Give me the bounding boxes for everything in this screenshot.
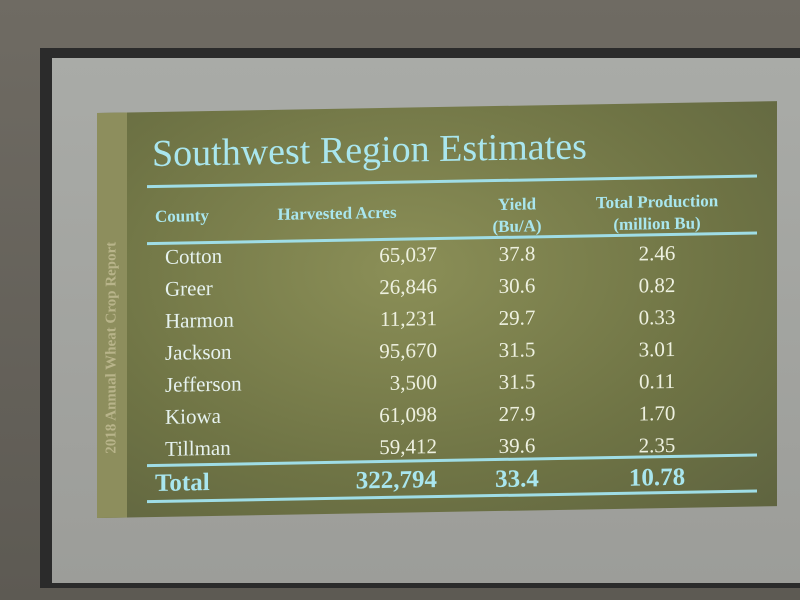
table-value: 3,500 [389,369,437,395]
header-line: County [155,206,209,226]
total-label: Total [155,469,210,497]
table-value: 59,412 [379,433,437,459]
header-line: (million Bu) [613,213,701,234]
table-value: 0.11 [639,368,675,394]
table-value: 0.33 [638,304,676,330]
slide: 2018 Annual Wheat Crop Report Southwest … [97,101,777,518]
table-value: 1.70 [638,400,676,426]
table-value: 0.82 [638,272,676,298]
total-value: 10.78 [628,463,686,492]
side-label: 2018 Annual Wheat Crop Report [103,241,120,454]
table-value: 2.46 [638,240,676,266]
county-name: Tillman [165,435,231,461]
header-rule [147,174,757,189]
county-name: Jackson [165,339,232,365]
county-name: Harmon [165,307,234,333]
side-bar: 2018 Annual Wheat Crop Report [97,112,127,518]
table-value: 2.35 [638,432,676,458]
slide-title: Southwest Region Estimates [152,125,587,176]
table-value: 95,670 [379,337,437,363]
table-value: 26,846 [379,273,437,299]
county-name: Kiowa [165,403,221,429]
table-value: 3.01 [638,336,676,362]
county-name: Jefferson [165,371,242,397]
county-name: Greer [165,275,213,301]
county-name: Cotton [165,243,223,269]
table-value: 65,037 [379,241,437,267]
column-header: County [155,205,209,228]
total-value: 322,794 [355,466,437,495]
table-value: 61,098 [379,401,437,427]
table-value: 11,231 [380,305,437,331]
column-header: Total Production (million Bu) [557,189,757,236]
